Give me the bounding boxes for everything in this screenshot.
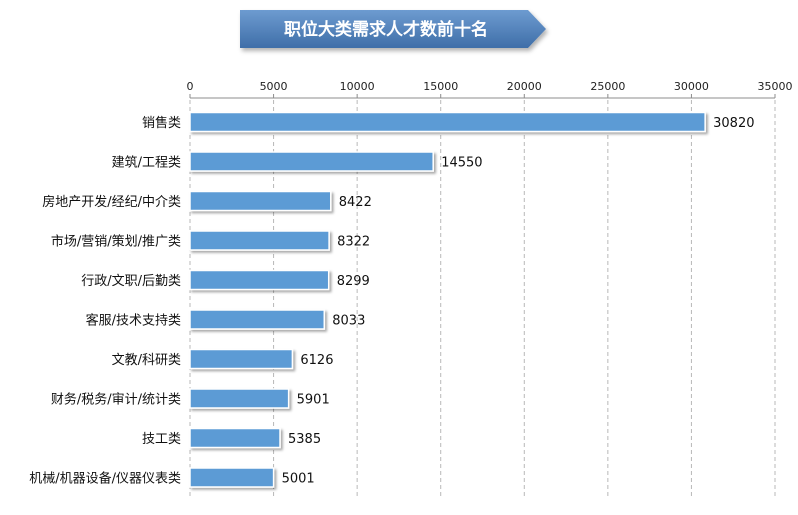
category-label: 建筑/工程类 [112, 155, 181, 171]
data-label: 14550 [441, 156, 482, 171]
data-label: 5901 [297, 393, 330, 408]
bar [189, 269, 330, 291]
x-axis: 0 5000 10000 15000 20000 25000 30000 35000 [187, 80, 793, 99]
bar [189, 111, 706, 133]
category-labels: 销售类建筑/工程类房地产开发/经纪/中介类市场/营销/策划/推广类行政/文职/后… [29, 115, 181, 487]
bar [189, 230, 330, 251]
category-label: 文教/科研类 [112, 352, 181, 368]
title-banner-shape [240, 10, 546, 48]
bar [189, 427, 281, 449]
bar [189, 151, 434, 172]
data-label: 8299 [337, 274, 370, 289]
bar [189, 467, 275, 488]
x-tick-label: 5000 [260, 80, 288, 93]
category-label: 市场/营销/策划/推广类 [51, 234, 181, 250]
category-label: 房地产开发/经纪/中介类 [42, 194, 181, 210]
data-label: 8422 [339, 195, 372, 210]
category-label: 财务/税务/审计/统计类 [51, 392, 181, 408]
data-label: 8322 [337, 235, 370, 250]
x-tick-label: 20000 [507, 80, 542, 93]
bar [189, 348, 294, 370]
gridlines [189, 100, 776, 497]
data-label: 30820 [713, 116, 754, 131]
chart-title: 职位大类需求人才数前十名 [284, 19, 488, 40]
bar [189, 190, 332, 212]
bar [189, 388, 290, 409]
x-tick-label: 0 [187, 80, 194, 93]
category-label: 销售类 [142, 115, 181, 131]
chart-title-banner: 职位大类需求人才数前十名 [240, 10, 546, 48]
x-tick-label: 25000 [590, 80, 625, 93]
x-tick-label: 10000 [340, 80, 375, 93]
bars [189, 111, 706, 488]
data-label: 6126 [300, 353, 333, 368]
bar [189, 309, 326, 330]
data-label: 5001 [282, 472, 315, 487]
category-label: 客服/技术支持类 [86, 313, 181, 329]
x-tick-label: 15000 [423, 80, 458, 93]
x-tick-label: 35000 [758, 80, 793, 93]
data-label: 5385 [288, 432, 321, 447]
category-label: 行政/文职/后勤类 [81, 274, 181, 289]
data-label: 8033 [332, 314, 365, 329]
category-label: 技工类 [142, 432, 181, 447]
category-label: 机械/机器设备/仪器仪表类 [29, 471, 181, 487]
data-labels: 30820 14550 8422 8322 8299 8033 6126 5901 5385 50… [282, 116, 755, 487]
x-tick-label: 30000 [674, 80, 709, 93]
